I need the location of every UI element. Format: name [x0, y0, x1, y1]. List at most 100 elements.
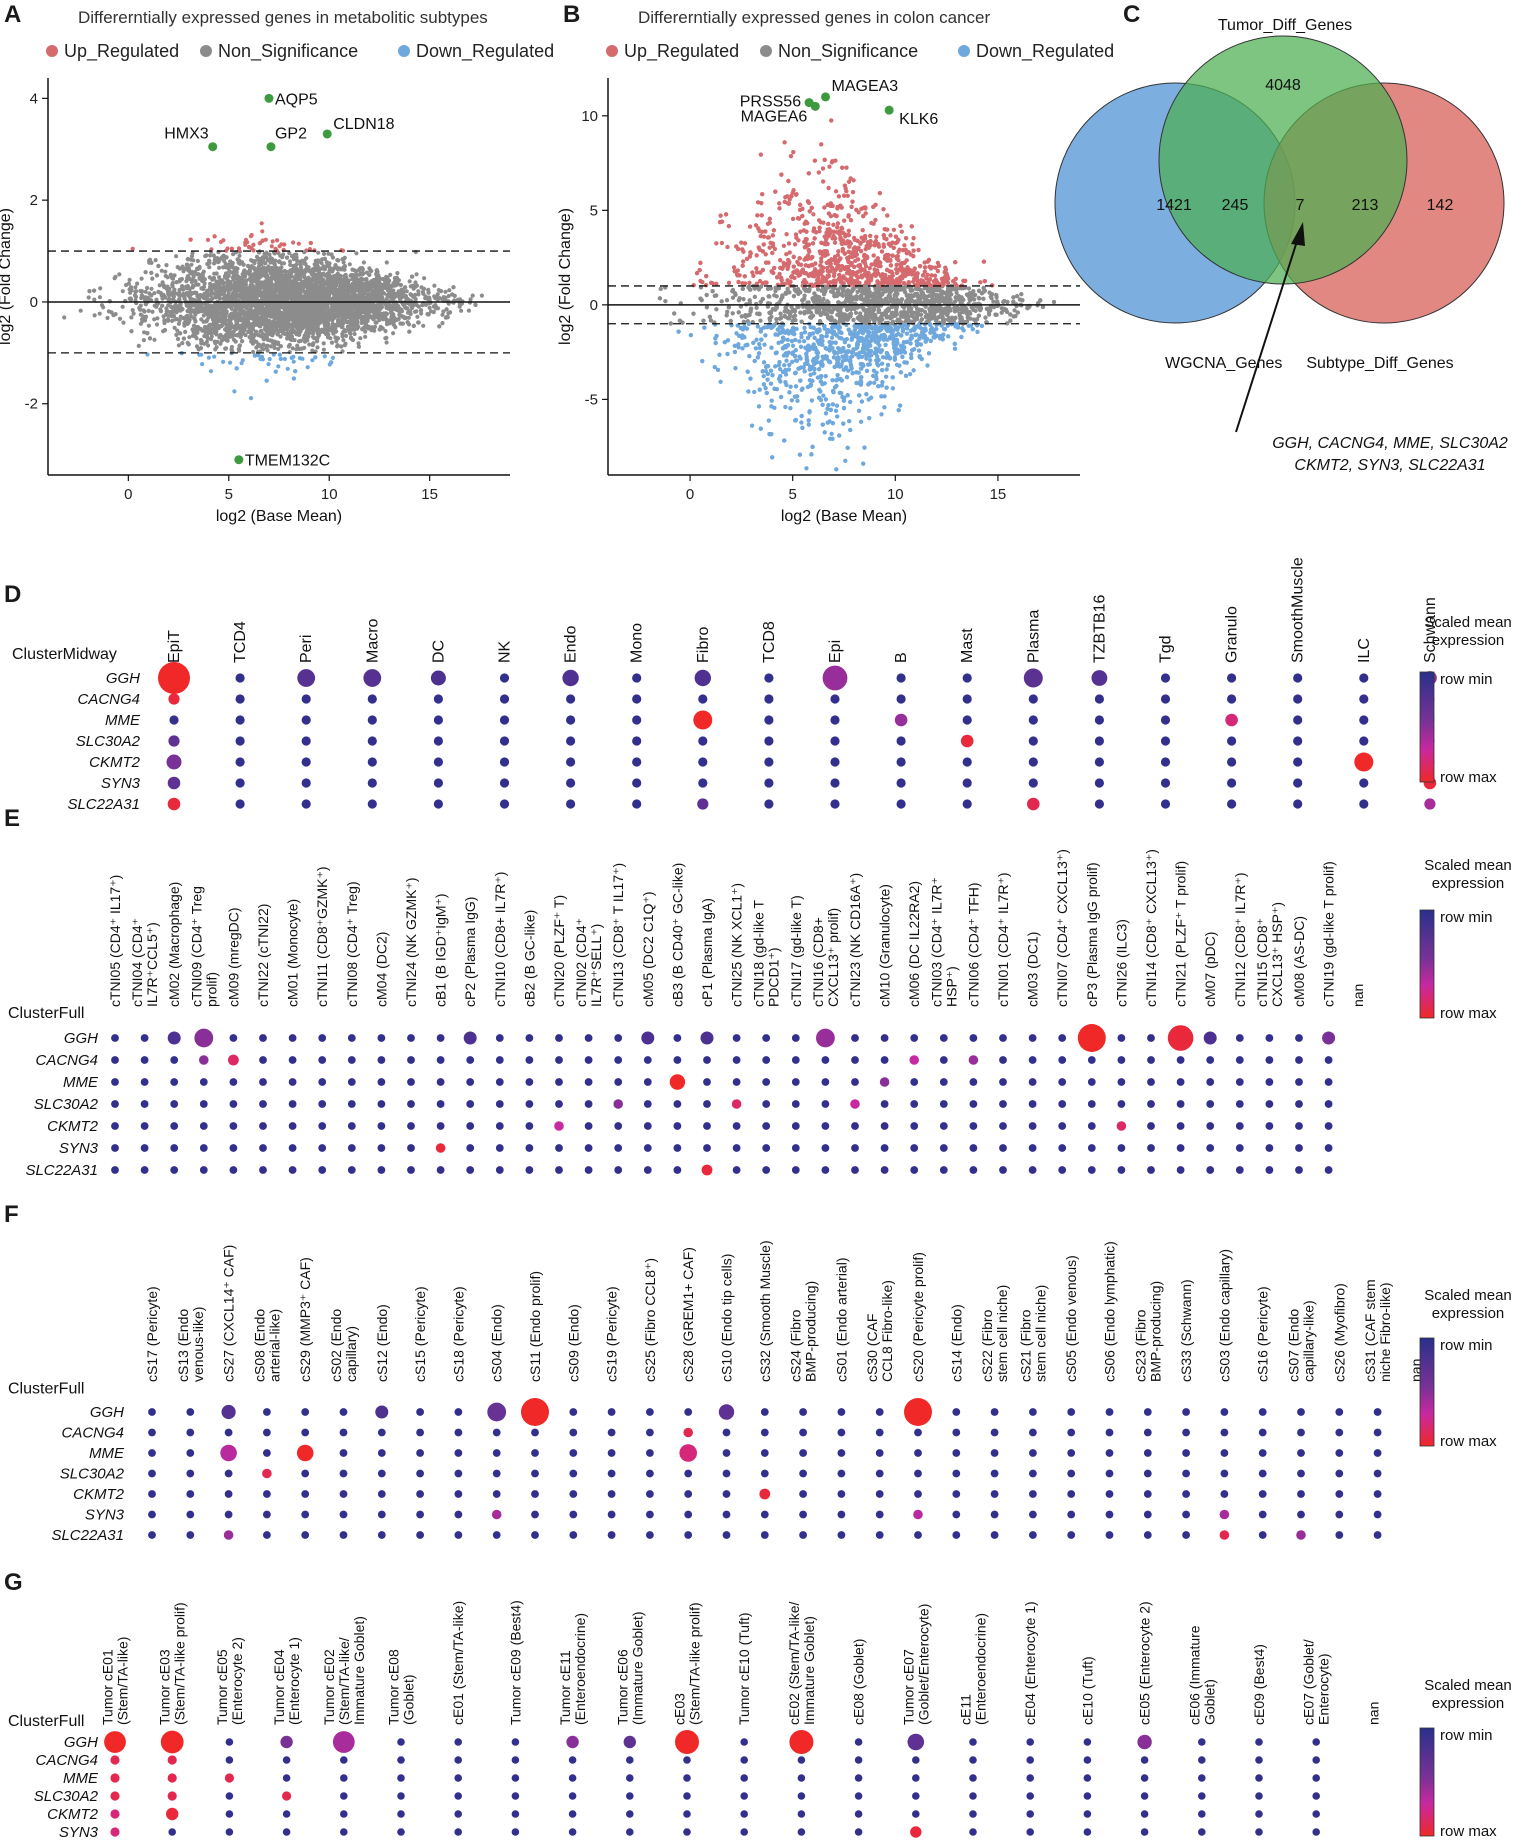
- data-point: [159, 268, 164, 273]
- data-point: [340, 331, 345, 337]
- data-point: [389, 283, 394, 289]
- data-point: [149, 270, 154, 275]
- data-point: [147, 336, 153, 341]
- data-point: [232, 309, 237, 314]
- data-point: [308, 240, 313, 246]
- data-point: [92, 313, 97, 318]
- data-point: [243, 282, 248, 287]
- data-point: [177, 290, 182, 295]
- data-point: [171, 313, 177, 318]
- data-point: [443, 289, 448, 294]
- data-point: [304, 291, 309, 296]
- data-point: [365, 296, 370, 301]
- data-point: [473, 302, 478, 307]
- data-point: [394, 275, 399, 280]
- data-point: [342, 263, 347, 269]
- data-point: [307, 313, 312, 318]
- data-point: [326, 326, 331, 331]
- data-point: [249, 233, 254, 238]
- data-point: [325, 272, 330, 277]
- data-point: [221, 265, 226, 270]
- data-point: [156, 289, 161, 294]
- data-point: [252, 259, 257, 264]
- data-point: [312, 248, 317, 253]
- data-point: [437, 324, 442, 329]
- data-point: [152, 291, 157, 296]
- data-point: [315, 345, 320, 350]
- data-point: [228, 360, 233, 365]
- data-point: [174, 280, 179, 285]
- data-point: [248, 396, 254, 401]
- data-point: [157, 283, 162, 288]
- data-point: [414, 283, 419, 288]
- data-point: [389, 316, 394, 321]
- data-point: [416, 320, 421, 325]
- data-point: [287, 342, 292, 347]
- data-point: [266, 294, 271, 299]
- data-point: [330, 355, 335, 360]
- data-point: [310, 342, 315, 348]
- data-point: [143, 314, 149, 319]
- data-point: [395, 317, 400, 322]
- data-point: [291, 240, 296, 245]
- data-point: [422, 276, 427, 281]
- data-point: [264, 378, 269, 383]
- data-point: [334, 265, 339, 270]
- data-point: [447, 288, 452, 293]
- data-point: [220, 306, 225, 311]
- data-point: [135, 281, 140, 286]
- data-point: [423, 296, 428, 301]
- data-point: [226, 293, 231, 298]
- data-point: [121, 320, 126, 325]
- data-point: [172, 304, 178, 309]
- data-point: [164, 312, 169, 317]
- data-point: [405, 320, 410, 325]
- data-point: [421, 286, 426, 291]
- data-point: [176, 321, 182, 326]
- data-point: [127, 277, 132, 282]
- data-point: [368, 287, 373, 292]
- data-point: [441, 309, 446, 314]
- data-point: [275, 285, 280, 290]
- data-point: [212, 354, 217, 359]
- data-point: [266, 362, 271, 367]
- data-point: [221, 280, 226, 285]
- data-point: [164, 263, 169, 268]
- data-point: [294, 255, 299, 260]
- data-point: [128, 297, 133, 302]
- data-point: [293, 277, 298, 282]
- data-point: [259, 280, 264, 285]
- data-point: [240, 358, 245, 363]
- data-point: [386, 319, 391, 325]
- data-point: [315, 263, 320, 268]
- data-point: [333, 335, 338, 340]
- data-point: [117, 272, 122, 277]
- data-point: [146, 308, 151, 313]
- data-point: [277, 352, 282, 357]
- data-point: [269, 338, 274, 343]
- data-point: [187, 286, 193, 291]
- data-point: [267, 282, 272, 287]
- data-point: [308, 309, 313, 314]
- legend-marker: [398, 45, 410, 57]
- panel-letter-d: D: [4, 581, 21, 608]
- data-point: [395, 271, 400, 276]
- legend-marker: [200, 45, 212, 57]
- data-point: [237, 253, 242, 258]
- data-point: [419, 311, 424, 316]
- data-point: [408, 311, 413, 317]
- data-point: [386, 281, 391, 286]
- data-point: [206, 355, 211, 360]
- data-point: [214, 332, 219, 337]
- data-point: [170, 281, 175, 286]
- data-point: [296, 329, 301, 334]
- data-point: [207, 287, 212, 292]
- data-point: [226, 288, 231, 293]
- data-point: [391, 322, 396, 327]
- data-point: [219, 310, 224, 315]
- data-point: [330, 296, 335, 301]
- data-point: [120, 289, 125, 294]
- data-point: [444, 307, 449, 312]
- data-point: [138, 321, 143, 326]
